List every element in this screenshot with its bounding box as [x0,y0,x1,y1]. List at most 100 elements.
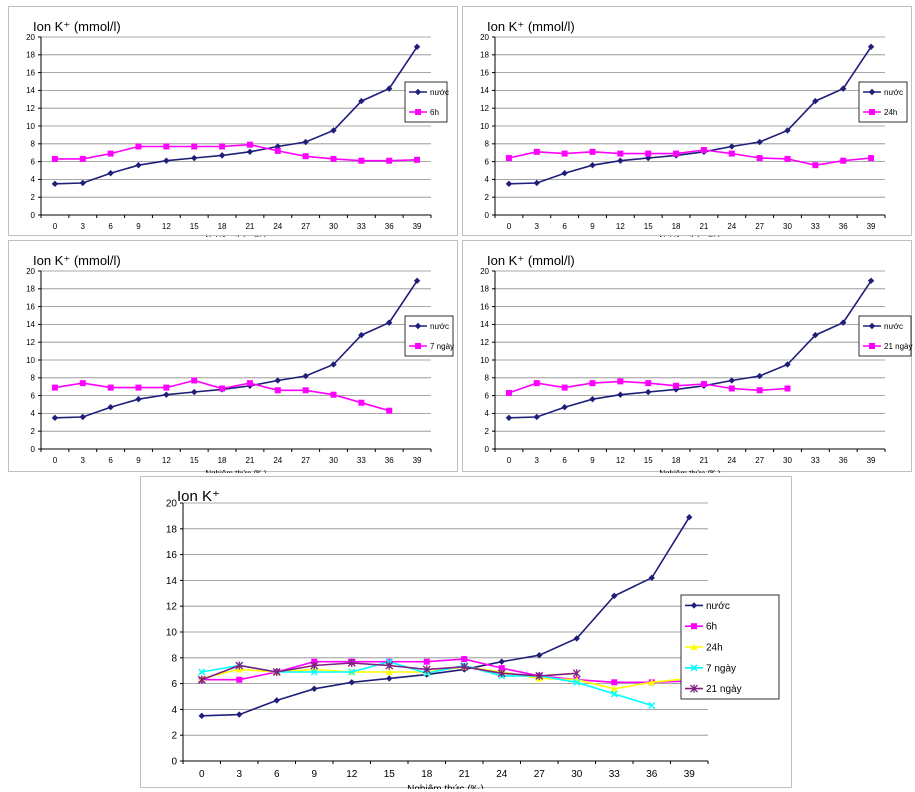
data-point [700,147,707,154]
data-point [330,361,337,368]
data-point [611,679,618,686]
data-point [236,676,243,683]
data-point [423,658,430,665]
data-point [561,169,568,177]
x-tick-label: 9 [590,222,595,231]
data-point [561,384,568,391]
x-tick-label: 6 [274,769,280,780]
x-tick-label: 27 [534,769,546,780]
y-tick-label: 20 [166,499,178,510]
data-point [79,413,86,421]
data-point [330,155,337,162]
x-tick-label: 9 [311,769,317,780]
y-tick-label: 14 [166,576,178,587]
x-tick-label: 6 [562,456,567,465]
data-point [645,150,652,157]
data-point [756,372,763,380]
y-tick-label: 10 [166,628,178,639]
data-point [191,154,198,162]
legend-label: 7 ngày [706,663,736,674]
y-tick-label: 18 [480,51,489,60]
data-point [756,138,763,146]
data-point [728,143,735,150]
data-point [572,669,581,678]
legend-marker [868,88,876,96]
chart-panel-1: Ion K⁺ (mmol/l) 0 2 4 6 8 10 12 14 16 18 20 0 3 6 9 12 1… [8,6,458,237]
y-tick-label: 10 [26,122,35,131]
data-point [533,413,540,421]
y-tick-label: 18 [480,285,489,294]
data-point [198,712,205,720]
x-tick-label: 0 [507,222,512,231]
data-point [812,162,819,169]
data-point [505,155,512,162]
x-tick-label: 39 [413,222,422,231]
x-tick-label: 12 [162,456,171,465]
data-point [573,678,581,686]
data-point [386,319,393,326]
data-point [79,380,86,387]
data-point [728,377,735,384]
x-tick-label: 36 [646,769,658,780]
data-point [79,179,86,187]
y-tick-label: 2 [171,731,177,742]
y-tick-label: 6 [31,157,36,166]
data-point [497,669,506,678]
y-tick-label: 2 [485,193,490,202]
x-tick-label: 27 [755,222,764,231]
x-axis-title: Nghiệm thức (‰) [659,235,721,237]
data-point [330,127,337,134]
x-tick-label: 18 [421,769,433,780]
data-point [302,387,309,394]
data-point [589,148,596,155]
x-tick-label: 12 [616,456,625,465]
data-point [589,161,596,169]
data-point [51,155,58,162]
legend-label: 6h [706,622,717,633]
y-tick-label: 18 [26,285,35,294]
x-tick-label: 21 [699,222,708,231]
data-point [700,381,707,388]
data-point [274,387,281,394]
legend-box [858,81,908,123]
series-line [508,46,872,185]
y-tick-label: 12 [26,338,35,347]
y-tick-label: 12 [480,104,489,113]
y-tick-label: 6 [171,679,177,690]
data-point [840,157,847,164]
legend-label: nước [884,88,903,97]
x-tick-label: 12 [616,222,625,231]
y-tick-label: 14 [480,320,489,329]
y-tick-label: 2 [485,427,490,436]
y-tick-label: 10 [480,356,489,365]
legend-marker [868,322,876,330]
data-point [413,277,421,284]
y-tick-label: 20 [480,267,489,276]
y-tick-label: 16 [26,302,35,311]
series-line [54,46,418,185]
y-tick-label: 8 [485,374,490,383]
data-point [386,407,393,414]
x-tick-label: 24 [273,456,282,465]
x-tick-label: 18 [218,222,227,231]
y-tick-label: 8 [171,653,177,664]
chart-title: Ion K⁺ (mmol/l) [33,253,121,268]
data-point [617,157,624,164]
data-point [236,711,243,718]
y-tick-label: 12 [26,104,35,113]
data-point [51,180,59,188]
y-tick-label: 10 [26,356,35,365]
y-tick-label: 0 [31,445,36,454]
x-tick-label: 21 [699,456,708,465]
series-line [54,143,418,162]
data-point [648,701,656,710]
x-tick-label: 0 [53,222,58,231]
data-point [867,277,875,284]
x-axis-title: Nghiệm thức (‰) [659,469,721,473]
x-tick-label: 27 [301,456,310,465]
x-tick-label: 0 [53,456,58,465]
data-point [536,652,543,659]
legend-box [858,315,912,357]
x-tick-label: 21 [245,222,254,231]
